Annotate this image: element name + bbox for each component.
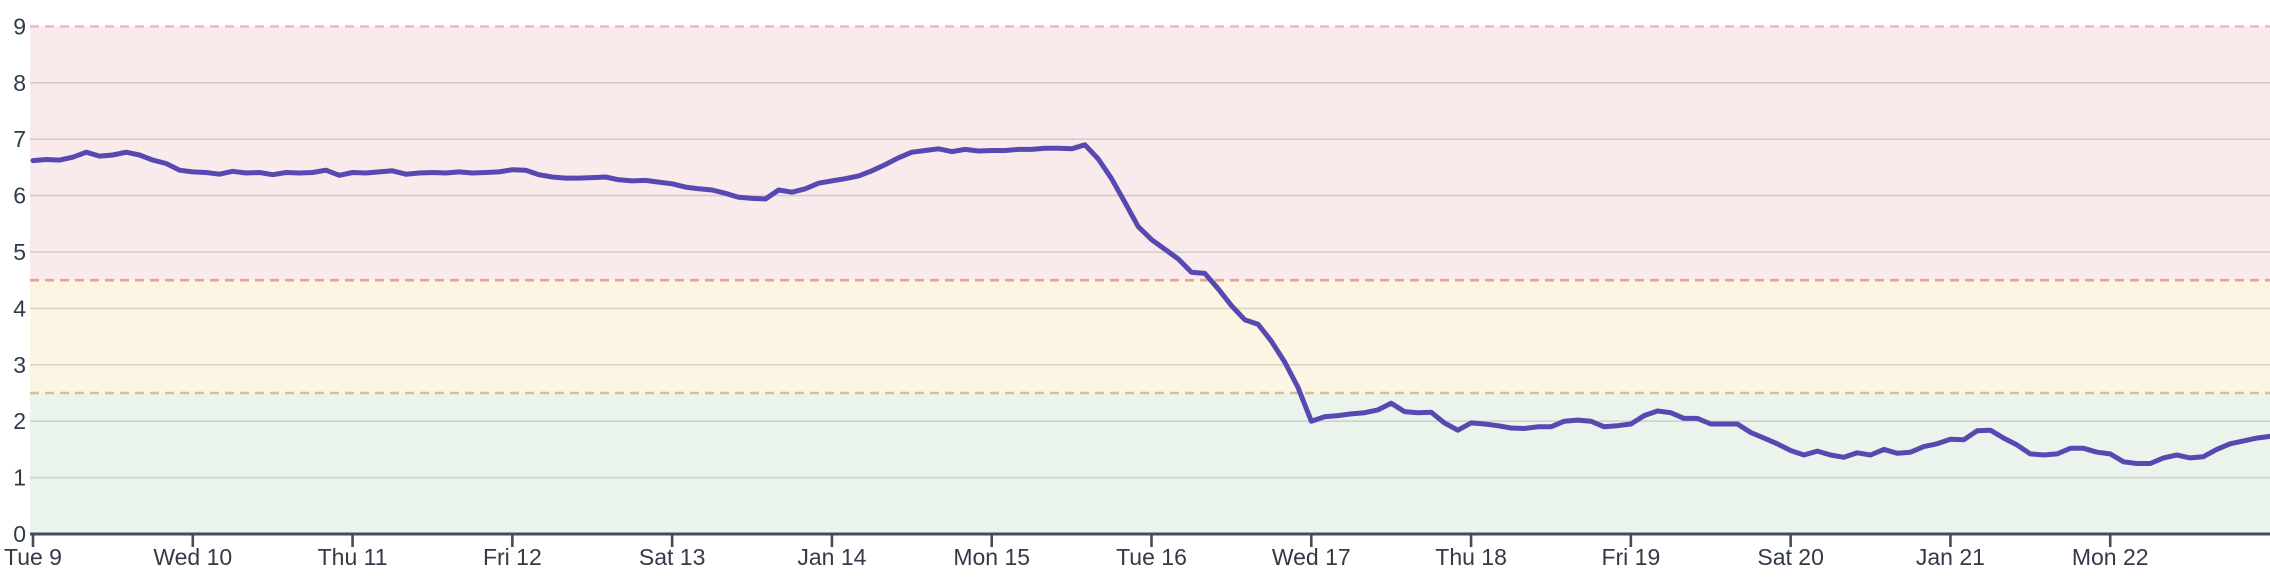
data-line xyxy=(30,142,2270,466)
x-axis-label: Jan 14 xyxy=(797,544,866,570)
x-axis-label: Tue 16 xyxy=(1116,544,1187,570)
x-axis-label: Sat 13 xyxy=(639,544,706,570)
x-axis-label: Wed 10 xyxy=(153,544,232,570)
x-axis-label: Wed 17 xyxy=(1272,544,1351,570)
x-axis-label: Mon 15 xyxy=(953,544,1030,570)
y-axis-label: 1 xyxy=(13,465,26,491)
x-axis-label: Thu 11 xyxy=(318,544,388,570)
x-axis-label: Fri 12 xyxy=(483,544,542,570)
y-axis-label: 7 xyxy=(13,126,26,152)
band-red-zone xyxy=(30,26,2270,281)
y-axis-label: 8 xyxy=(13,70,26,96)
x-axis-label: Tue 9 xyxy=(4,544,62,570)
y-axis-label: 5 xyxy=(13,239,26,265)
band-yellow-zone xyxy=(30,280,2270,393)
y-axis-label: 9 xyxy=(13,13,26,39)
y-axis-label: 6 xyxy=(13,183,26,209)
y-axis-label: 0 xyxy=(13,521,26,547)
y-axis-label: 2 xyxy=(13,408,26,434)
x-axis-label: Sat 20 xyxy=(1757,544,1824,570)
x-axis-label: Fri 19 xyxy=(1601,544,1660,570)
x-axis-label: Thu 18 xyxy=(1435,544,1507,570)
y-axis-label: 3 xyxy=(13,352,26,378)
x-axis-label: Jan 21 xyxy=(1916,544,1985,570)
y-axis-label: 4 xyxy=(13,295,26,321)
x-axis-label: Mon 22 xyxy=(2072,544,2149,570)
band-green-zone xyxy=(30,393,2270,534)
